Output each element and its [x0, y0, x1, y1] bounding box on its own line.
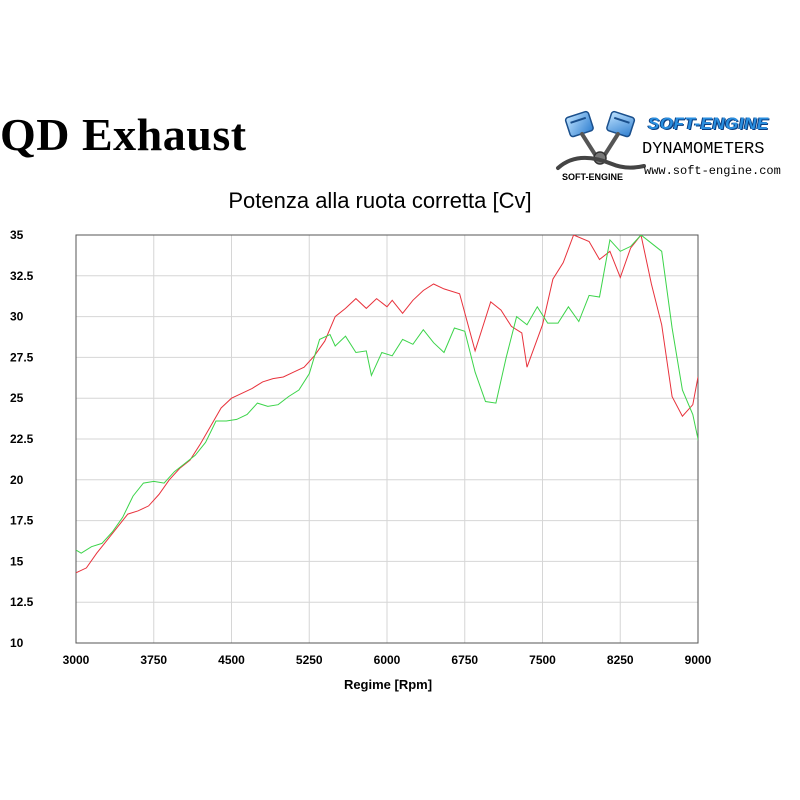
- x-tick-label: 7500: [529, 653, 556, 667]
- x-tick-label: 3000: [63, 653, 90, 667]
- x-axis-label: Regime [Rpm]: [344, 677, 432, 692]
- y-tick-label: 32.5: [10, 269, 34, 283]
- y-tick-label: 35: [10, 228, 24, 242]
- y-tick-label: 20: [10, 473, 24, 487]
- x-axis-ticks: 3000 3750 4500 5250 6000 6750 7500 8250 9000: [63, 653, 712, 667]
- x-tick-label: 6750: [451, 653, 478, 667]
- chart-title: Potenza alla ruota corretta [Cv]: [228, 188, 532, 213]
- y-tick-label: 17.5: [10, 514, 34, 528]
- x-tick-label: 6000: [374, 653, 401, 667]
- x-tick-label: 4500: [218, 653, 245, 667]
- brand-title: QD Exhaust: [0, 109, 247, 160]
- logo-name: SOFT-ENGINE: [648, 114, 769, 133]
- y-axis-ticks: 10 12.5 15 17.5 20 22.5 25 27.5 30 32.5 35: [10, 228, 34, 650]
- logo-subtitle: DYNAMOMETERS: [642, 140, 765, 159]
- x-tick-label: 9000: [685, 653, 712, 667]
- logo-mark-text: SOFT-ENGINE: [562, 172, 623, 182]
- chart-grid: [75, 234, 699, 644]
- y-tick-label: 25: [10, 391, 24, 405]
- y-tick-label: 30: [10, 310, 24, 324]
- y-tick-label: 15: [10, 554, 24, 568]
- series-line-1: [76, 235, 698, 574]
- logo-url: www.soft-engine.com: [644, 164, 781, 178]
- x-tick-label: 3750: [140, 653, 167, 667]
- x-tick-label: 5250: [296, 653, 323, 667]
- y-tick-label: 12.5: [10, 595, 34, 609]
- series-line-2: [76, 235, 698, 554]
- x-tick-label: 8250: [607, 653, 634, 667]
- soft-engine-logo: SOFT-ENGINE SOFT-ENGINE DYNAMOMETERS www…: [552, 110, 800, 186]
- y-tick-label: 22.5: [10, 432, 34, 446]
- chart-series: [76, 235, 698, 574]
- y-tick-label: 10: [10, 636, 24, 650]
- piston-logo-icon: SOFT-ENGINE: [556, 110, 646, 182]
- y-tick-label: 27.5: [10, 350, 34, 364]
